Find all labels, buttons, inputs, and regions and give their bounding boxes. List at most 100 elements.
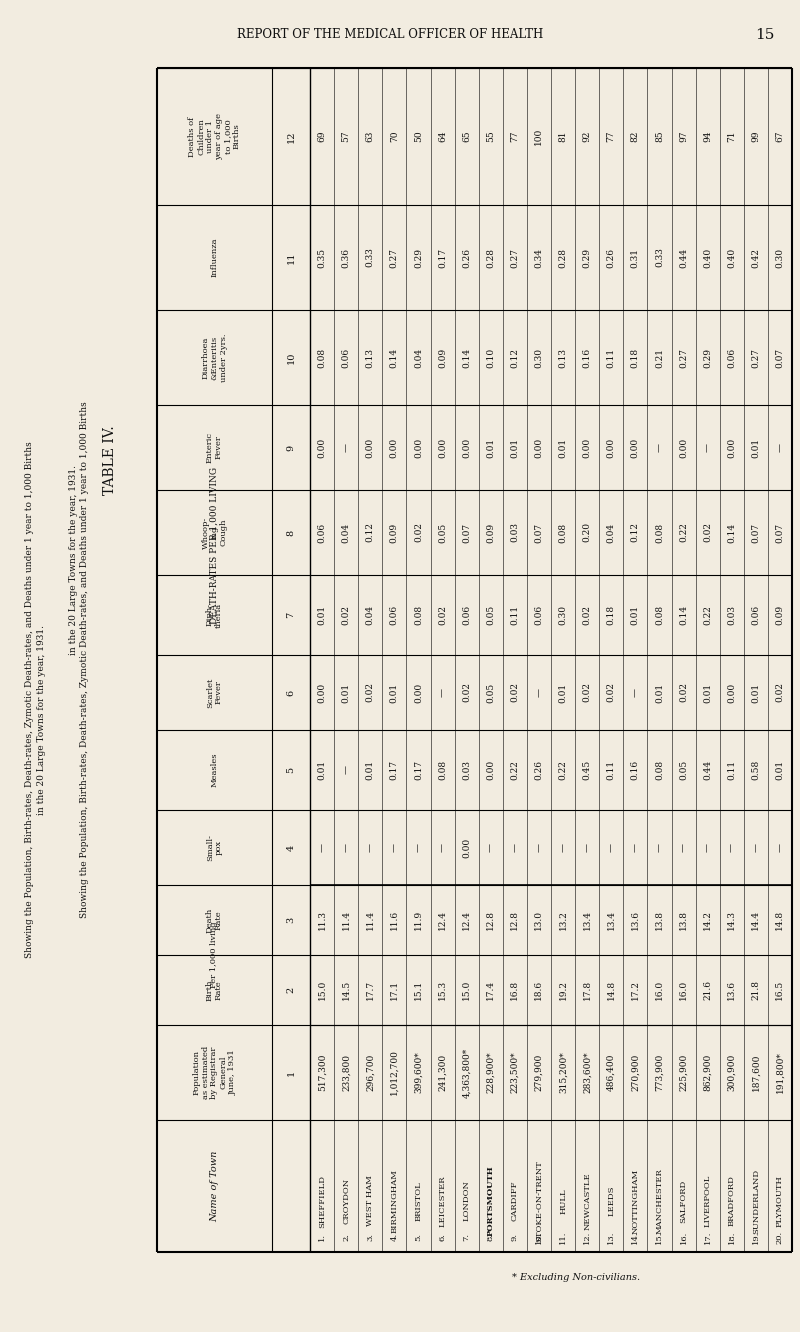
Text: 223,500*: 223,500* xyxy=(510,1052,519,1094)
Text: 0.27: 0.27 xyxy=(751,348,760,368)
Text: 517,300: 517,300 xyxy=(318,1054,326,1091)
Text: 0.02: 0.02 xyxy=(462,682,471,702)
Text: STOKE-ON-TRENT: STOKE-ON-TRENT xyxy=(535,1160,543,1241)
Text: &Enteritis: &Enteritis xyxy=(210,336,218,380)
Text: 0.17: 0.17 xyxy=(390,761,399,781)
Text: 0.22: 0.22 xyxy=(679,522,688,542)
Text: 12.8: 12.8 xyxy=(486,910,495,930)
Text: 0.08: 0.08 xyxy=(558,522,567,542)
Text: —: — xyxy=(606,843,616,852)
Text: by Registrar: by Registrar xyxy=(210,1047,218,1099)
Text: 0.01: 0.01 xyxy=(342,682,350,702)
Text: 67: 67 xyxy=(775,131,785,143)
Text: —: — xyxy=(655,843,664,852)
Text: 18.: 18. xyxy=(728,1231,736,1244)
Text: 279,900: 279,900 xyxy=(534,1054,543,1091)
Text: 225,900: 225,900 xyxy=(679,1054,688,1091)
Text: 11.6: 11.6 xyxy=(390,910,399,930)
Text: 0.14: 0.14 xyxy=(462,348,471,368)
Text: 0.04: 0.04 xyxy=(366,605,374,625)
Text: 0.01: 0.01 xyxy=(318,605,326,625)
Text: SUNDERLAND: SUNDERLAND xyxy=(752,1168,760,1233)
Text: 0.22: 0.22 xyxy=(510,761,519,781)
Text: 0.00: 0.00 xyxy=(534,437,543,458)
Text: Cough: Cough xyxy=(219,518,227,546)
Text: 13.6: 13.6 xyxy=(631,910,640,930)
Text: 16.8: 16.8 xyxy=(510,980,519,1000)
Text: 5: 5 xyxy=(286,767,295,773)
Text: 94: 94 xyxy=(703,131,712,143)
Text: HULL: HULL xyxy=(559,1188,567,1213)
Text: in the 20 Large Towns for the year, 1931.: in the 20 Large Towns for the year, 1931… xyxy=(69,465,78,655)
Text: 12.4: 12.4 xyxy=(438,910,447,930)
Text: 191,800*: 191,800* xyxy=(775,1051,785,1094)
Text: 0.44: 0.44 xyxy=(679,248,688,268)
Text: 0.16: 0.16 xyxy=(631,761,640,781)
Text: 0.17: 0.17 xyxy=(438,248,447,268)
Text: 100: 100 xyxy=(534,128,543,145)
Text: —: — xyxy=(727,843,736,852)
Text: 65: 65 xyxy=(462,131,471,143)
Text: 9: 9 xyxy=(286,445,295,450)
Text: 17.4: 17.4 xyxy=(486,980,495,1000)
Text: REPORT OF THE MEDICAL OFFICER OF HEALTH: REPORT OF THE MEDICAL OFFICER OF HEALTH xyxy=(237,28,543,41)
Text: 486,400: 486,400 xyxy=(606,1054,616,1091)
Text: 15.: 15. xyxy=(655,1231,663,1244)
Text: 4.: 4. xyxy=(390,1233,398,1241)
Text: 0.02: 0.02 xyxy=(510,682,519,702)
Text: 0.01: 0.01 xyxy=(775,761,785,781)
Text: —: — xyxy=(631,843,640,852)
Text: 11: 11 xyxy=(286,252,295,264)
Text: 0.05: 0.05 xyxy=(438,522,447,542)
Text: 11.4: 11.4 xyxy=(366,910,374,930)
Text: —: — xyxy=(582,843,592,852)
Text: 0.05: 0.05 xyxy=(486,682,495,702)
Text: 0.01: 0.01 xyxy=(390,682,399,702)
Text: 13.8: 13.8 xyxy=(679,910,688,930)
Text: 0.01: 0.01 xyxy=(751,437,760,458)
Text: 0.28: 0.28 xyxy=(486,248,495,268)
Text: * Excluding Non-civilians.: * Excluding Non-civilians. xyxy=(512,1272,640,1281)
Text: 0.01: 0.01 xyxy=(366,761,374,781)
Text: 0.02: 0.02 xyxy=(582,605,592,625)
Text: 13.4: 13.4 xyxy=(606,910,616,930)
Text: 50: 50 xyxy=(414,131,423,143)
Text: 0.00: 0.00 xyxy=(606,437,616,458)
Text: Small-: Small- xyxy=(206,834,214,860)
Text: LEICESTER: LEICESTER xyxy=(438,1175,446,1227)
Text: —: — xyxy=(318,843,326,852)
Text: 0.05: 0.05 xyxy=(679,759,688,781)
Text: 16.0: 16.0 xyxy=(679,980,688,1000)
Text: under 2yrs.: under 2yrs. xyxy=(219,333,227,382)
Text: 0.03: 0.03 xyxy=(462,761,471,781)
Text: 13.0: 13.0 xyxy=(534,910,543,930)
Text: 16.: 16. xyxy=(679,1231,687,1244)
Text: 17.2: 17.2 xyxy=(631,980,640,1000)
Text: 0.06: 0.06 xyxy=(462,605,471,625)
Text: BIRMINGHAM: BIRMINGHAM xyxy=(390,1169,398,1233)
Text: 63: 63 xyxy=(366,131,374,143)
Text: —: — xyxy=(342,766,350,774)
Text: 9.: 9. xyxy=(511,1233,519,1241)
Text: —: — xyxy=(486,843,495,852)
Text: 0.07: 0.07 xyxy=(462,522,471,542)
Text: 13.8: 13.8 xyxy=(655,910,664,930)
Text: 0.11: 0.11 xyxy=(606,348,616,368)
Text: 0.34: 0.34 xyxy=(534,248,543,268)
Text: 0.06: 0.06 xyxy=(342,348,350,368)
Text: Name of Town: Name of Town xyxy=(210,1151,219,1221)
Text: 19.2: 19.2 xyxy=(558,980,567,1000)
Text: 0.00: 0.00 xyxy=(679,437,688,458)
Text: 862,900: 862,900 xyxy=(703,1054,712,1091)
Text: 15.1: 15.1 xyxy=(414,980,423,1000)
Text: 0.13: 0.13 xyxy=(558,348,567,368)
Text: 12.4: 12.4 xyxy=(462,910,471,930)
Text: theria: theria xyxy=(215,602,223,627)
Text: 1.: 1. xyxy=(318,1233,326,1241)
Text: 17.: 17. xyxy=(704,1231,712,1244)
Text: 0.09: 0.09 xyxy=(390,522,399,542)
Text: 0.00: 0.00 xyxy=(414,437,423,458)
Text: 13.4: 13.4 xyxy=(582,910,592,930)
Text: year of age: year of age xyxy=(215,113,223,160)
Text: Scarlet: Scarlet xyxy=(206,677,214,707)
